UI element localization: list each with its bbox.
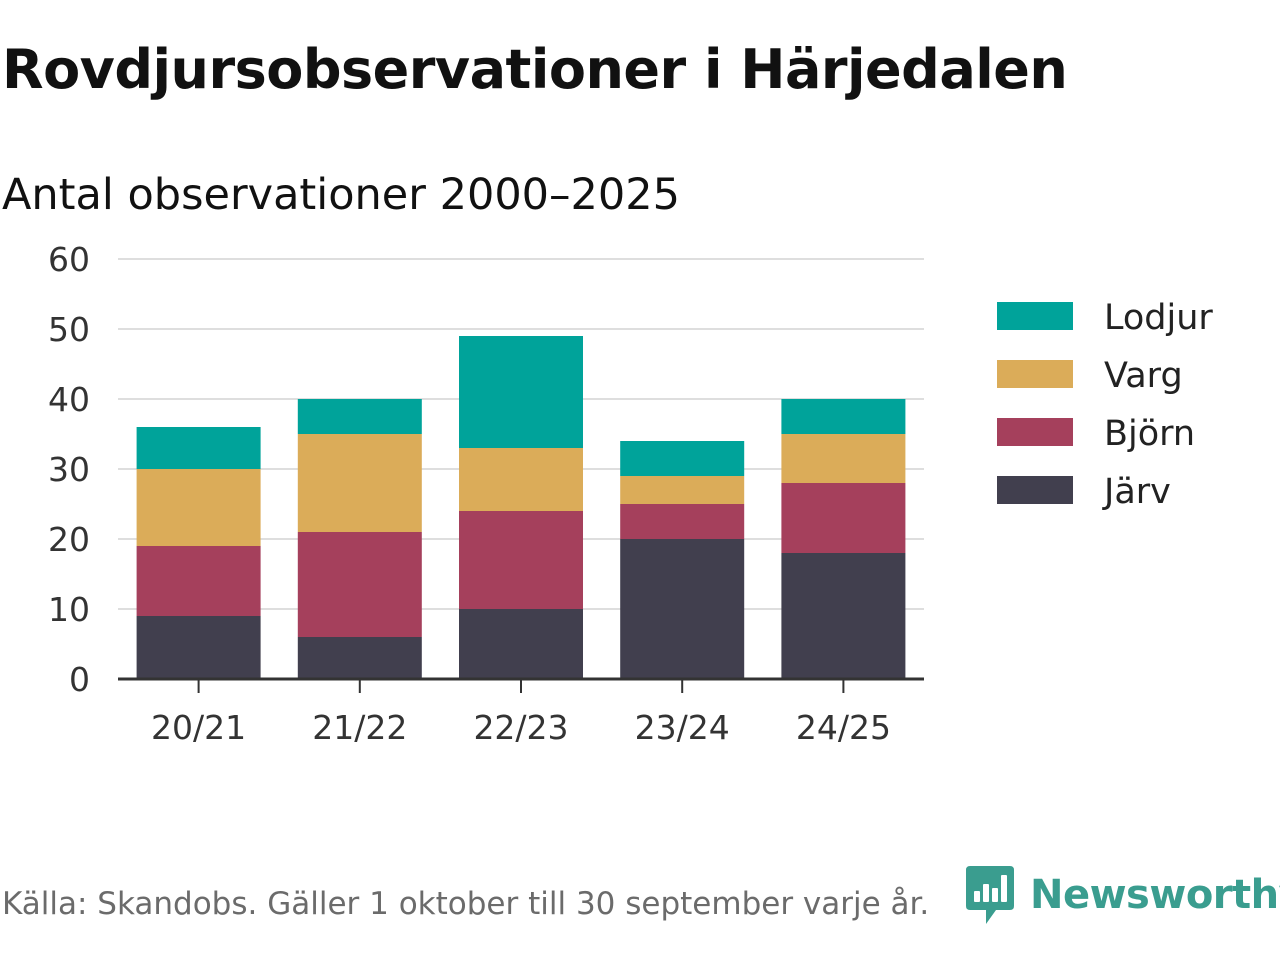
bar-varg-20-21	[136, 469, 261, 546]
x-tick-label: 20/21	[151, 708, 246, 747]
bar-lodjur-24-25	[781, 399, 906, 434]
y-tick-label: 40	[48, 380, 90, 419]
x-tick-label: 23/24	[635, 708, 730, 747]
bar-järv-23-24	[620, 539, 745, 679]
bar-björn-22-23	[459, 511, 583, 609]
bar-järv-20-21	[136, 616, 261, 679]
bar-lodjur-23-24	[620, 441, 745, 476]
legend-label-lodjur: Lodjur	[1104, 298, 1213, 338]
bar-järv-24-25	[781, 553, 906, 679]
legend-swatch-varg	[997, 360, 1073, 388]
x-tick-label: 22/23	[473, 708, 568, 747]
y-tick-label: 10	[48, 590, 90, 629]
bar-chart-speech-bubble-icon	[966, 866, 1014, 924]
bar-lodjur-22-23	[459, 336, 583, 448]
legend-swatch-lodjur	[997, 302, 1073, 330]
bar-björn-20-21	[136, 546, 261, 616]
y-tick-label: 60	[48, 240, 90, 279]
brand-name: Newsworthy	[1030, 872, 1280, 918]
newsworthy-logo: Newsworthy	[964, 864, 1280, 926]
bars	[136, 336, 906, 679]
legend-swatch-järv	[997, 476, 1073, 504]
bar-järv-22-23	[459, 609, 583, 679]
x-tick-label: 21/22	[312, 708, 407, 747]
legend-label-varg: Varg	[1104, 356, 1183, 396]
legend: Lodjur Varg Björn Järv	[997, 298, 1213, 512]
y-tick-label: 30	[48, 450, 90, 489]
bar-varg-23-24	[620, 476, 745, 504]
bar-varg-24-25	[781, 434, 906, 483]
legend-label-järv: Järv	[1102, 472, 1171, 512]
bar-lodjur-20-21	[136, 427, 261, 469]
bar-lodjur-21-22	[297, 399, 422, 434]
bar-varg-22-23	[459, 448, 583, 511]
chart-title: Rovdjursobservationer i Härjedalen	[2, 38, 1068, 101]
y-tick-label: 0	[69, 660, 90, 699]
x-tick-label: 24/25	[796, 708, 891, 747]
bar-björn-24-25	[781, 483, 906, 553]
bar-järv-21-22	[297, 637, 422, 679]
legend-label-björn: Björn	[1104, 414, 1195, 454]
bar-björn-21-22	[297, 532, 422, 637]
x-axis: 20/21 21/22 22/23 23/24 24/25	[118, 677, 924, 747]
bar-varg-21-22	[297, 434, 422, 532]
y-tick-label: 20	[48, 520, 90, 559]
source-note: Källa: Skandobs. Gäller 1 oktober till 3…	[2, 886, 930, 922]
y-axis-ticks: 0 10 20 30 40 50 60	[48, 240, 90, 699]
legend-swatch-björn	[997, 418, 1073, 446]
y-tick-label: 50	[48, 310, 90, 349]
chart-subtitle: Antal observationer 2000–2025	[2, 170, 680, 220]
bar-björn-23-24	[620, 504, 745, 539]
